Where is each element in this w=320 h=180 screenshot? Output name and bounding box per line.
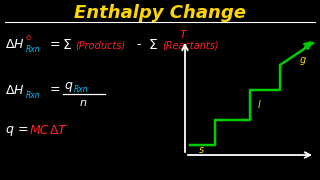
Text: q: q [64,80,72,93]
Text: Rxn: Rxn [26,91,41,100]
Text: (Products): (Products) [75,40,125,50]
Text: =: = [50,39,60,51]
Text: $\Sigma$: $\Sigma$ [148,38,158,52]
Text: =: = [18,123,28,136]
Text: Enthalpy Change: Enthalpy Change [74,4,246,22]
Text: l: l [258,100,261,110]
Text: $\Delta$H: $\Delta$H [5,39,25,51]
Text: n: n [80,98,87,108]
Text: $\Delta$H: $\Delta$H [5,84,25,96]
Text: (Reactants): (Reactants) [162,40,219,50]
Text: s: s [199,145,204,155]
Text: T: T [180,30,186,40]
Text: =: = [50,84,60,96]
Text: q: q [5,123,13,136]
Text: $\Delta$T: $\Delta$T [49,123,68,136]
Text: o: o [26,33,31,42]
Text: -: - [136,39,140,51]
Text: g: g [300,55,306,65]
Text: Rxn: Rxn [26,46,41,55]
Text: MC: MC [30,123,50,136]
Text: Rxn: Rxn [74,86,89,94]
Text: $\Sigma$: $\Sigma$ [62,38,72,52]
